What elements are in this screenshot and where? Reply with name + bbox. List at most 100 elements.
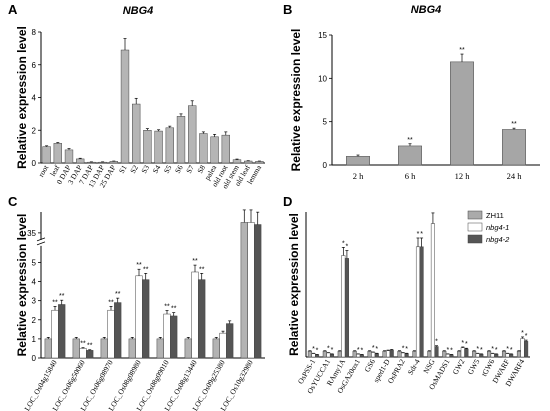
bar-c-6-1 xyxy=(219,332,227,359)
bar-d-9-2 xyxy=(449,354,454,358)
bar-d-4-2 xyxy=(374,353,379,358)
bar-d-0-2 xyxy=(315,354,320,358)
bar-d-2-0 xyxy=(337,350,342,358)
significance-d-11-2: * xyxy=(480,347,483,354)
x-tick-label-b-3: 24 h xyxy=(507,171,523,181)
significance-c-2-2: ** xyxy=(115,291,121,298)
significance-c-1-2: ** xyxy=(87,343,93,350)
bar-d-8-1 xyxy=(430,223,435,358)
significance-d-0-1: * xyxy=(312,346,315,353)
significance-d-1-2: * xyxy=(331,347,334,354)
legend-label-2: nbg4-2 xyxy=(486,235,510,244)
bar-c-1-0 xyxy=(72,338,80,359)
panel-letter-a: A xyxy=(8,2,18,17)
bar-a-15-0 xyxy=(210,136,219,164)
y-tick-label-a-0: 0 xyxy=(32,159,37,168)
significance-d-8-2: * xyxy=(435,339,438,346)
y-axis-label-b: Relative expression level xyxy=(289,29,303,172)
bar-a-7-0 xyxy=(120,49,130,164)
y-axis-label-d: Relative expression level xyxy=(287,213,301,356)
bar-b-2-0 xyxy=(450,61,474,166)
x-tick-label-b-1: 6 h xyxy=(405,171,416,181)
significance-c-3-1: ** xyxy=(136,262,142,269)
y-tick-label-a-1: 2 xyxy=(32,126,37,135)
y-tick-label-b-0: 0 xyxy=(323,161,328,170)
bar-a-2-0 xyxy=(64,149,74,164)
significance-d-14-1: * xyxy=(521,330,524,337)
legend-swatch-2 xyxy=(467,234,483,244)
bar-d-13-1 xyxy=(505,353,510,358)
bar-c-5-1 xyxy=(191,271,199,359)
bar-d-12-2 xyxy=(494,353,499,358)
bar-d-3-1 xyxy=(356,353,361,358)
x-tick-label-b-0: 2 h xyxy=(353,171,364,181)
significance-d-4-2: * xyxy=(375,346,378,353)
significance-b-1-0: ** xyxy=(407,137,413,144)
axis-break-mark-2 xyxy=(36,237,46,242)
bar-c-3-2 xyxy=(142,279,150,359)
significance-d-1-1: * xyxy=(327,346,330,353)
legend-label-0: ZH11 xyxy=(486,211,504,220)
panel-letter-d: D xyxy=(283,194,292,209)
significance-c-1-1: ** xyxy=(80,341,86,348)
bar-c-5-0 xyxy=(184,338,192,359)
axis-break-gap xyxy=(37,239,45,246)
significance-b-3-0: ** xyxy=(511,121,517,128)
bar-d-14-2 xyxy=(524,341,529,358)
significance-d-6-1: * xyxy=(402,346,405,353)
x-tick-label-a-12: S6 xyxy=(173,163,185,175)
bar-c-0-0 xyxy=(44,338,52,359)
x-tick-label-a-10: S4 xyxy=(151,163,163,175)
bar-c-6-0 xyxy=(212,338,220,359)
y-tick-label-c-5: 5 xyxy=(32,258,37,267)
bar-c-0-1 xyxy=(51,309,59,359)
bar-d-5-2 xyxy=(389,349,394,358)
bar-d-14-1 xyxy=(520,338,525,358)
bar-c-2-1 xyxy=(107,309,115,359)
significance-d-6-2: * xyxy=(405,346,408,353)
x-tick-label-a-8: S2 xyxy=(128,163,140,175)
bar-c-7-2 xyxy=(254,224,262,359)
significance-d-9-1: * xyxy=(446,347,449,354)
bar-a-19-0 xyxy=(255,161,264,164)
y-tick-label-c-0: 0 xyxy=(32,354,37,363)
bar-d-4-0 xyxy=(367,350,372,358)
bar-a-13-0 xyxy=(188,105,197,164)
bar-d-11-2 xyxy=(479,353,484,358)
panel-letter-b: B xyxy=(283,2,292,17)
bar-a-5-0 xyxy=(98,161,107,164)
significance-b-2-0: ** xyxy=(459,47,465,54)
bar-c-2-2 xyxy=(114,302,122,359)
bar-d-14-0 xyxy=(516,350,521,358)
x-tick-label-a-7: S1 xyxy=(117,163,129,175)
bar-d-8-0 xyxy=(427,350,432,358)
bar-d-13-2 xyxy=(509,353,514,358)
significance-d-13-2: * xyxy=(510,347,513,354)
bar-a-18-0 xyxy=(244,160,253,164)
y-tick-label-b-3: 15 xyxy=(318,31,327,40)
bar-c-1-1 xyxy=(79,348,87,359)
significance-d-11-1: * xyxy=(476,346,479,353)
significance-d-2-1: * xyxy=(342,240,345,247)
x-tick-label-d-10: GW2 xyxy=(451,357,467,376)
significance-c-4-1: ** xyxy=(164,304,170,311)
bar-d-5-1 xyxy=(386,350,391,358)
bar-d-10-0 xyxy=(457,350,462,358)
significance-d-14-2: * xyxy=(525,333,528,340)
significance-d-12-2: * xyxy=(495,347,498,354)
bar-a-8-0 xyxy=(132,103,141,164)
legend-swatch-0 xyxy=(467,210,483,220)
x-tick-label-b-2: 12 h xyxy=(455,171,471,181)
significance-c-4-2: ** xyxy=(171,306,177,313)
bar-d-7-2 xyxy=(419,246,424,358)
bar-d-10-1 xyxy=(460,347,465,358)
legend-swatch-1 xyxy=(467,222,483,232)
significance-d-10-2: * xyxy=(465,341,468,348)
bar-a-11-0 xyxy=(165,127,174,164)
bar-a-14-0 xyxy=(199,133,208,164)
y-tick-label-a-2: 4 xyxy=(32,94,37,103)
bar-d-2-1 xyxy=(341,255,346,358)
bar-a-4-0 xyxy=(87,161,96,164)
x-tick-label-a-9: S3 xyxy=(139,163,151,175)
